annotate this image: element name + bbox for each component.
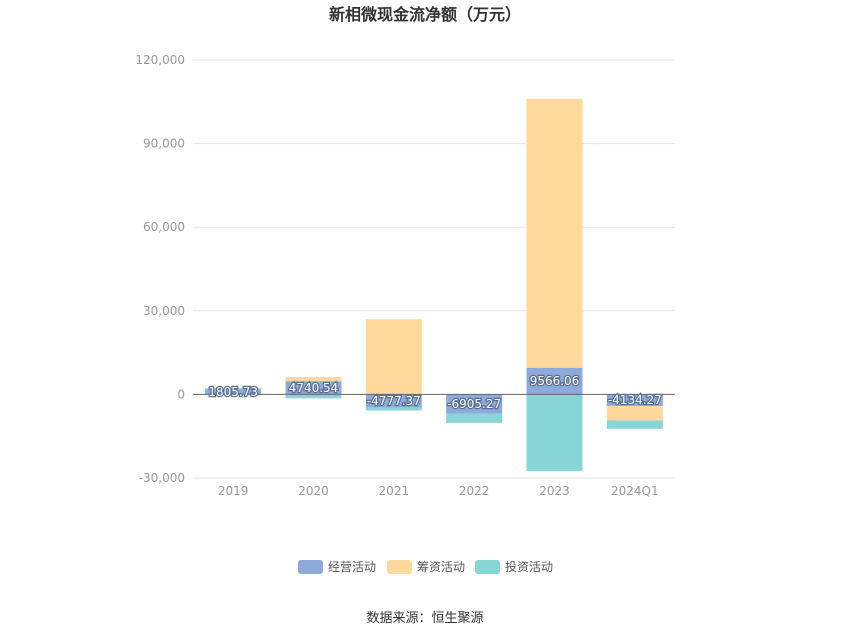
legend-swatch [298, 560, 323, 574]
bar-1-2024Q1 [606, 394, 663, 406]
bar-2-2024Q1 [606, 405, 663, 421]
bar-3-2024Q1 [606, 420, 663, 429]
data-labels: 1805.73 4740.54 -4777.37 -6905.27 9566.06 -41… [207, 373, 663, 412]
y-tick-label: 30,000 [143, 304, 185, 318]
x-tick-label: 2019 [218, 484, 249, 498]
y-tick-label: 0 [177, 387, 185, 401]
data-label: 1805.73 [208, 385, 258, 399]
legend: 经营活动 筹资活动 投资活动 [298, 559, 553, 574]
x-tick-label: 2023 [539, 484, 570, 498]
data-label: 4740.54 [289, 381, 339, 395]
data-label: -6905.27 [447, 397, 501, 411]
x-tick-label: 2024Q1 [611, 484, 659, 498]
source-note: 数据来源：恒生聚源 [366, 611, 483, 626]
data-label: 9566.06 [530, 374, 580, 388]
bar-3-2021 [365, 407, 422, 411]
legend-label: 经营活动 [328, 560, 376, 574]
bar-3-2022 [446, 413, 503, 423]
chart-title: 新相微现金流净额（万元） [329, 5, 521, 24]
data-label: -4134.27 [608, 393, 662, 407]
y-tick-label: 120,000 [135, 53, 185, 67]
legend-label: 投资活动 [505, 559, 553, 574]
y-tick-label: -30,000 [139, 471, 185, 485]
bar-3-2020 [285, 394, 342, 399]
bar-3-2023 [526, 394, 583, 472]
x-tick-label: 2021 [379, 484, 410, 498]
x-axis-ticks: 2019 2020 2021 2022 2023 2024Q1 [218, 484, 659, 498]
bars [205, 98, 663, 472]
x-tick-label: 2022 [459, 484, 490, 498]
bar-2-2021 [365, 319, 422, 395]
bar-2-2023 [526, 98, 583, 368]
y-axis-ticks: -30,000 0 30,000 60,000 90,000 120,000 [135, 53, 185, 485]
y-tick-label: 90,000 [143, 137, 185, 151]
legend-swatch [475, 560, 500, 574]
bar-1-2020 [285, 381, 342, 395]
bar-2-2020 [285, 377, 342, 382]
bar-1-2023 [526, 367, 583, 395]
data-label: -4777.37 [367, 394, 421, 408]
bar-1-2021 [365, 394, 422, 408]
x-tick-label: 2020 [298, 484, 329, 498]
bar-1-2022 [446, 394, 503, 414]
bar-1-2019 [205, 389, 262, 395]
grid-lines [193, 59, 675, 479]
y-tick-label: 60,000 [143, 220, 185, 234]
bar-3-2019 [205, 388, 262, 390]
legend-label: 筹资活动 [417, 560, 465, 574]
legend-swatch [387, 560, 412, 574]
